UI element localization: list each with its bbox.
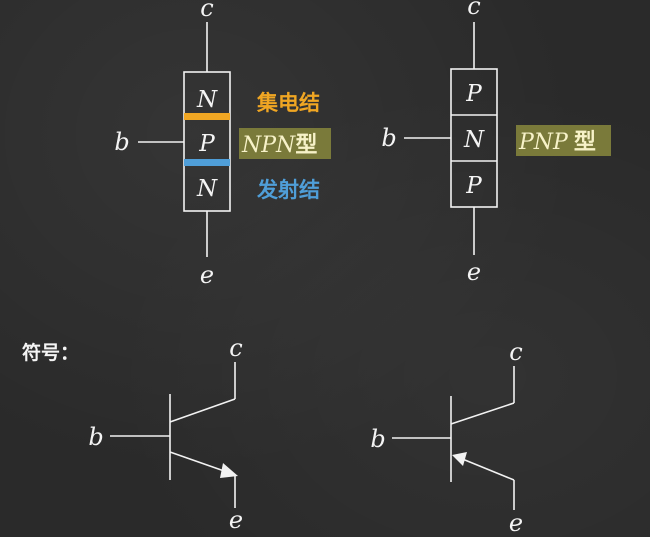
npn-collector-junction-bar — [184, 113, 230, 120]
pnp-symbol-emitter-diagonal — [459, 457, 515, 481]
pnp-symbol-collector-diagonal — [450, 402, 515, 425]
npn-symbol: c b e — [88, 334, 243, 534]
npn-layer-top: N — [196, 87, 218, 113]
symbol-heading: 符号： — [22, 341, 79, 364]
pnp-symbol: c b e — [370, 338, 523, 537]
pnp-symbol-terminal-c: c — [509, 338, 522, 366]
pnp-type-suffix: 型 — [574, 130, 596, 155]
pnp-terminal-b: b — [381, 124, 396, 152]
npn-symbol-terminal-c: c — [229, 334, 242, 362]
pnp-type-label: PNP 型 — [518, 130, 596, 155]
npn-symbol-collector-diagonal — [169, 398, 236, 423]
npn-terminal-b: b — [114, 128, 129, 156]
npn-layer-middle: P — [198, 131, 215, 157]
pnp-symbol-emitter-arrow — [452, 452, 467, 466]
npn-structure: N P N c b e 集电结 发射结 NPN型 — [114, 0, 331, 289]
npn-symbol-terminal-b: b — [88, 423, 103, 451]
npn-symbol-emitter-arrow — [220, 463, 238, 478]
npn-emitter-junction-bar — [184, 159, 230, 166]
emitter-junction-label: 发射结 — [256, 178, 320, 202]
pnp-terminal-e: e — [467, 258, 481, 286]
npn-type-suffix: 型 — [295, 133, 317, 158]
npn-symbol-terminal-e: e — [229, 506, 243, 534]
pnp-terminal-c: c — [467, 0, 480, 20]
npn-symbol-emitter-diagonal — [169, 451, 228, 473]
pnp-type-name: PNP — [518, 130, 569, 155]
npn-terminal-e: e — [200, 261, 214, 289]
collector-junction-label: 集电结 — [256, 91, 320, 115]
pnp-layer-middle: N — [463, 127, 485, 153]
npn-type-label: NPN型 — [241, 133, 317, 158]
npn-type-highlight — [239, 128, 331, 159]
pnp-layer-bottom: P — [465, 173, 482, 199]
npn-terminal-c: c — [200, 0, 213, 22]
npn-type-name: NPN — [241, 133, 296, 158]
pnp-symbol-terminal-b: b — [370, 425, 385, 453]
pnp-symbol-terminal-e: e — [509, 509, 523, 537]
pnp-structure: P N P c b e PNP 型 — [381, 0, 611, 286]
npn-layer-bottom: N — [196, 176, 218, 202]
pnp-type-highlight — [516, 125, 611, 156]
pnp-layer-top: P — [465, 81, 482, 107]
